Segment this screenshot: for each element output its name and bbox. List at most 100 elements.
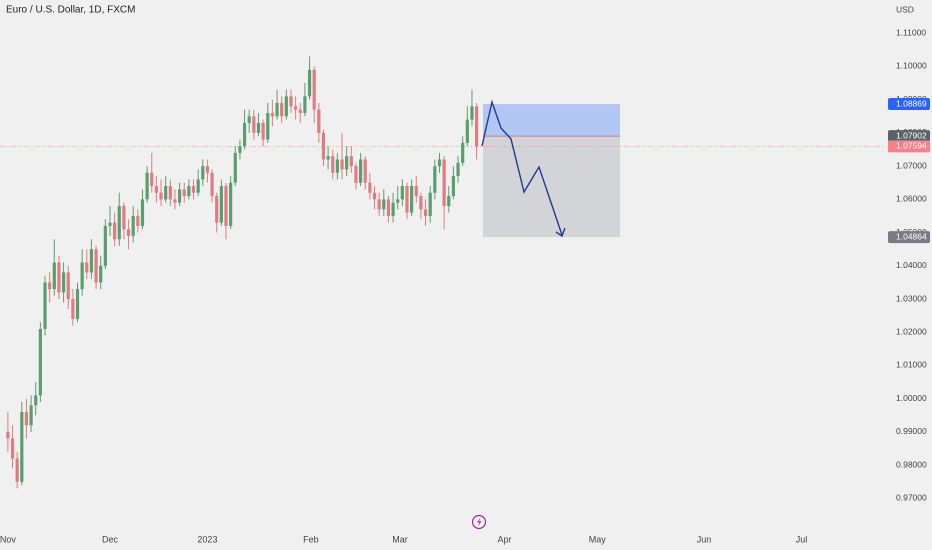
y-tick-label: 0.99000 — [896, 426, 927, 436]
candle-body — [89, 249, 94, 273]
x-tick-label: Apr — [497, 534, 511, 544]
candle-body — [280, 103, 284, 117]
candle-body — [261, 122, 265, 140]
icon-circle[interactable] — [471, 514, 487, 530]
candle-body — [354, 166, 358, 183]
y-tick-label: 1.06000 — [896, 194, 927, 204]
candle-body — [177, 189, 182, 203]
y-tick-label: 1.04000 — [896, 260, 927, 270]
price-tag-label: 1.07902 — [896, 130, 927, 140]
candle-body — [396, 199, 400, 203]
candle-body — [238, 146, 242, 153]
candle-body — [303, 96, 307, 113]
candle-body — [75, 289, 80, 319]
price-tag — [888, 98, 930, 111]
candle-body — [331, 156, 335, 173]
candle-body — [15, 458, 19, 482]
candle-body — [270, 112, 275, 117]
candle-body — [345, 156, 349, 170]
drawing — [481, 99, 566, 238]
candle-body — [247, 116, 251, 123]
candle-body — [48, 282, 52, 290]
candle-body — [284, 96, 288, 117]
candle-body — [335, 159, 339, 173]
forecast-path — [481, 99, 563, 236]
candle-body — [252, 116, 256, 133]
candle-body — [419, 196, 423, 210]
candle-body — [24, 412, 29, 426]
y-tick-label: 1.03000 — [896, 293, 927, 303]
candle-body — [140, 199, 145, 226]
candle-body — [57, 262, 61, 293]
candle-body — [307, 69, 312, 97]
y-tick-label: 0.97000 — [896, 493, 927, 503]
candle-body — [191, 186, 196, 193]
candle-body — [391, 202, 395, 216]
candle-body — [382, 199, 386, 210]
x-tick-label: Mar — [392, 534, 408, 544]
price-tag-label: 1.04864 — [896, 231, 927, 241]
candle-body — [410, 186, 414, 213]
x-tick-label: 2023 — [197, 534, 217, 544]
candle-body — [400, 186, 404, 200]
icon-bolt[interactable] — [477, 517, 482, 527]
y-tick-label: 1.11000 — [896, 27, 926, 37]
candle-body — [224, 186, 228, 226]
candle-body — [312, 69, 316, 110]
x-tick-label: Jul — [796, 534, 808, 544]
candle-body — [321, 132, 326, 160]
forecast-arrowhead — [555, 227, 566, 238]
y-tick-label: 1.00000 — [896, 393, 927, 403]
candle-body — [168, 186, 172, 200]
candle-body — [196, 179, 200, 193]
y-tick-label: 1.10000 — [896, 61, 927, 71]
candle-body — [85, 262, 89, 273]
candle-body — [442, 159, 446, 206]
replay-icon[interactable] — [471, 514, 487, 530]
stop-zone — [483, 104, 620, 137]
y-tick-label: 1.02000 — [896, 327, 927, 337]
candle-body — [358, 159, 363, 183]
candle-body — [182, 189, 186, 197]
candle-body — [456, 162, 460, 177]
plot-area — [0, 56, 885, 489]
candle-body — [372, 192, 377, 200]
candle-body — [113, 222, 117, 240]
candle-body — [294, 106, 298, 110]
candle-body — [126, 229, 131, 236]
candle-body — [266, 112, 270, 140]
candle-body — [99, 265, 103, 283]
candle-body — [414, 186, 418, 197]
price-axis: 0.97000 0.98000 0.99000 1.00000 1.01000 1.020… — [0, 27, 930, 544]
candle-body — [215, 196, 219, 223]
candle-body — [437, 159, 442, 167]
price-tag — [888, 231, 930, 244]
y-tick-label: 1.07000 — [896, 160, 927, 170]
candle-body — [451, 176, 456, 197]
candle-body — [256, 122, 261, 133]
y-tick-label: 0.98000 — [896, 459, 927, 469]
candle-body — [80, 262, 84, 290]
candle-body — [34, 395, 38, 406]
candle-body — [61, 272, 66, 293]
candle-body — [470, 106, 474, 120]
candle-body — [363, 159, 367, 183]
candle-body — [6, 431, 10, 439]
candle-body — [242, 122, 247, 147]
candle-body — [368, 182, 372, 193]
candle-body — [29, 405, 33, 426]
candle-body — [275, 103, 279, 117]
candle-body — [317, 109, 321, 133]
candle-body — [428, 192, 432, 216]
candle-body — [154, 186, 158, 193]
candle-body — [71, 299, 75, 319]
candle-body — [475, 106, 479, 147]
candle-body — [423, 209, 428, 216]
candle-body — [229, 182, 233, 226]
candle-body — [465, 119, 469, 143]
candle-body — [10, 438, 15, 459]
price-tag-label: 1.08869 — [896, 98, 927, 108]
candle-body — [43, 282, 47, 329]
candle-body — [187, 186, 191, 197]
